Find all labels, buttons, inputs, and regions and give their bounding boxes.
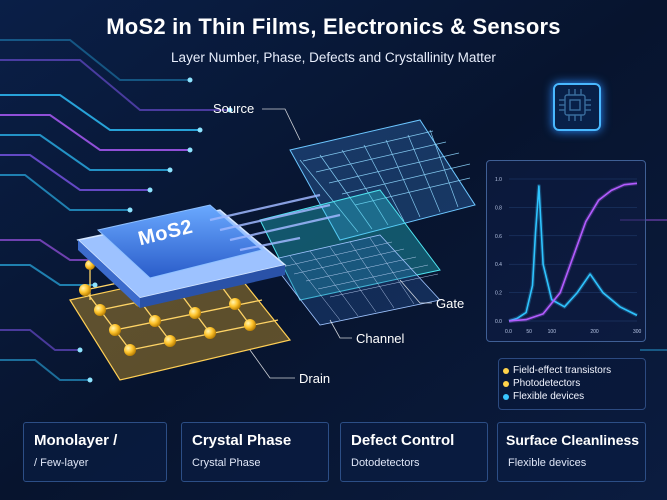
bullet-icon <box>503 394 509 400</box>
legend-item-flexible: Flexible devices <box>503 391 585 402</box>
application-legend: Field-effect transistors Photodetectors … <box>498 358 646 410</box>
page-title: MoS2 in Thin Films, Electronics & Sensor… <box>106 14 561 39</box>
legend-label: Flexible devices <box>513 391 585 402</box>
channel-layer <box>269 234 441 326</box>
card-subtitle: Flexible devices <box>508 457 587 469</box>
x-tick-label: 100 <box>548 329 557 335</box>
legend-label: Field-effect transistors <box>513 365 612 376</box>
card-surface-cleanliness: Surface Cleanliness Flexible devices <box>497 422 646 482</box>
card-title: Defect Control <box>351 432 455 449</box>
x-tick-label: 300 <box>633 329 642 335</box>
gate-label: Gate <box>436 296 465 311</box>
source-label: Source <box>213 101 255 116</box>
y-tick-label: 0.0 <box>495 319 502 325</box>
gate-layer <box>259 189 441 301</box>
card-subtitle: Dotodetectors <box>351 457 420 469</box>
card-defect-control: Defect Control Dotodetectors <box>340 422 488 482</box>
x-tick-label: 200 <box>590 329 599 335</box>
card-subtitle: Crystal Phase <box>192 457 261 469</box>
processor-icon-frame <box>553 83 601 131</box>
card-title: Crystal Phase <box>192 432 292 449</box>
series-line-0 <box>508 185 638 322</box>
card-subtitle: / Few-layer <box>34 457 89 469</box>
channel-label: Channel <box>356 331 405 346</box>
card-crystal-phase: Crystal Phase Crystal Phase <box>181 422 329 482</box>
drain-label: Drain <box>299 371 331 386</box>
bullet-icon <box>503 368 509 374</box>
legend-label: Photodetectors <box>513 378 581 389</box>
legend-item-fet: Field-effect transistors <box>503 365 612 376</box>
card-title: Surface Cleanliness <box>506 432 640 448</box>
y-tick-label: 0.2 <box>495 291 502 297</box>
card-title: Monolayer / <box>34 432 118 449</box>
source-layer <box>289 119 476 241</box>
page-subtitle: Layer Number, Phase, Defects and Crystal… <box>171 50 496 65</box>
x-tick-label: 50 <box>526 329 532 335</box>
y-tick-label: 1.0 <box>495 177 502 183</box>
y-tick-label: 0.8 <box>495 205 502 211</box>
card-monolayer: Monolayer / / Few-layer <box>23 422 167 482</box>
mos2-chip <box>76 193 341 308</box>
x-tick-label: 0.0 <box>505 329 512 335</box>
y-tick-label: 0.6 <box>495 234 502 240</box>
line-chart: 1.0 0.8 0.6 0.4 0.2 0.00.0 50 100 200 300 <box>495 177 642 335</box>
series-line-1 <box>508 182 638 322</box>
chart-panel: 1.0 0.8 0.6 0.4 0.2 0.0 0.0 50 100 200 300 <box>486 160 646 342</box>
y-tick-label: 0.4 <box>495 262 502 268</box>
legend-item-photodetectors: Photodetectors <box>503 378 581 389</box>
bullet-icon <box>503 381 509 387</box>
